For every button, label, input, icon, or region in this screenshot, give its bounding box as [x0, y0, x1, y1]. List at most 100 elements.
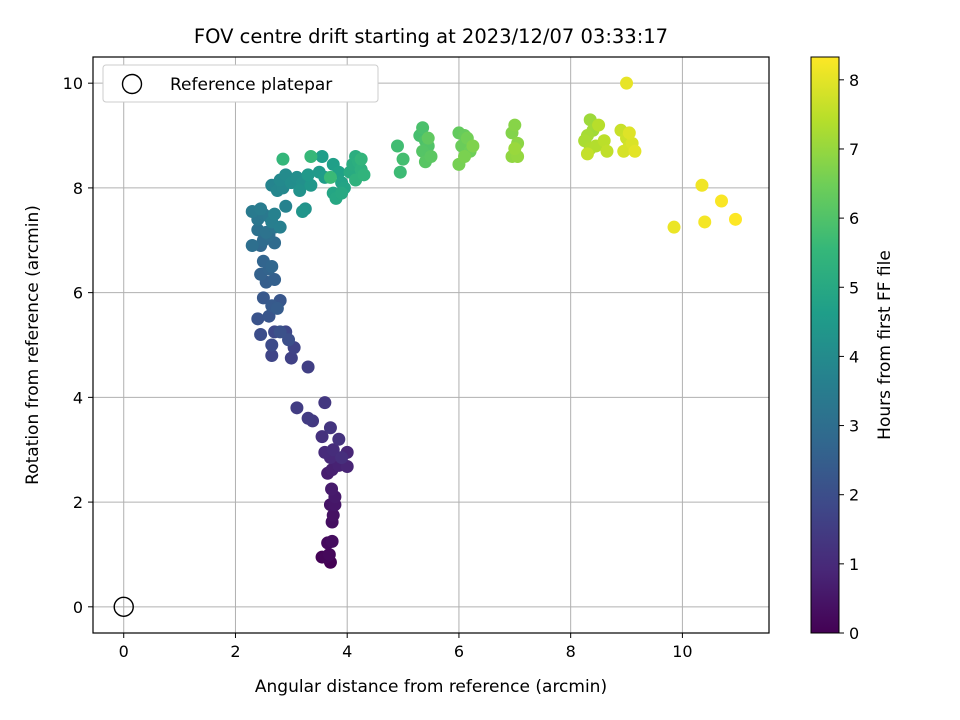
data-point — [284, 351, 298, 365]
data-point — [332, 432, 346, 446]
data-point — [617, 144, 631, 158]
colorbar-tick-label: 5 — [849, 278, 859, 297]
colorbar-ticks: 0 1 2 3 4 5 6 7 8 — [839, 71, 859, 643]
colorbar-tick-label: 3 — [849, 417, 859, 436]
y-tick-label: 0 — [73, 598, 83, 617]
data-point — [301, 411, 315, 425]
data-point — [323, 170, 337, 184]
legend-box — [102, 64, 379, 103]
data-point — [256, 291, 270, 305]
data-point — [276, 152, 290, 166]
x-tick-label: 2 — [230, 642, 240, 661]
data-point — [270, 301, 284, 315]
gridlines — [93, 57, 769, 633]
x-tick-label: 6 — [454, 642, 464, 661]
data-point — [315, 149, 329, 163]
data-point — [728, 212, 742, 226]
data-point — [354, 152, 368, 166]
data-point — [315, 430, 329, 444]
data-point — [335, 451, 349, 465]
data-point — [318, 396, 332, 410]
data-point — [326, 508, 340, 522]
data-point — [458, 149, 472, 163]
data-point — [265, 338, 279, 352]
data-point — [262, 309, 276, 323]
reference-point — [113, 596, 134, 618]
data-point — [293, 184, 307, 198]
data-point — [265, 259, 279, 273]
data-point — [393, 165, 407, 179]
colorbar-tick-label: 4 — [849, 347, 859, 366]
data-point — [597, 134, 611, 148]
data-point — [254, 328, 268, 342]
y-tick-label: 10 — [63, 74, 83, 93]
data-point — [416, 121, 430, 135]
data-point — [620, 76, 634, 90]
data-point — [600, 144, 614, 158]
plot-frame — [92, 56, 770, 634]
x-tick-label: 10 — [672, 642, 692, 661]
data-point — [322, 547, 336, 561]
x-tick-label: 0 — [119, 642, 129, 661]
data-point — [301, 360, 315, 374]
x-axis-ticks: 0 2 4 6 8 10 — [119, 633, 693, 661]
data-point — [296, 204, 310, 218]
data-point — [592, 118, 606, 132]
y-tick-label: 6 — [73, 284, 83, 303]
data-point — [580, 147, 594, 161]
data-point — [323, 421, 337, 435]
data-point — [325, 482, 339, 496]
data-point — [325, 534, 339, 548]
data-point — [273, 220, 287, 234]
data-point — [715, 194, 729, 208]
y-axis-label: Rotation from reference (arcmin) — [23, 205, 43, 485]
data-point — [396, 152, 410, 166]
y-tick-label: 8 — [73, 179, 83, 198]
data-point — [245, 239, 259, 253]
data-point — [301, 168, 315, 182]
data-point — [424, 149, 438, 163]
data-point — [268, 207, 282, 221]
data-point — [421, 131, 435, 145]
data-point — [326, 443, 340, 457]
data-point — [667, 220, 681, 234]
colorbar — [810, 56, 840, 634]
colorbar-tick-label: 6 — [849, 209, 859, 228]
colorbar-tick-label: 7 — [849, 140, 859, 159]
data-point — [508, 142, 522, 156]
data-point — [254, 202, 268, 216]
data-point — [335, 186, 349, 200]
data-point — [304, 149, 318, 163]
colorbar-tick-label: 0 — [849, 624, 859, 643]
chart-title: FOV centre drift starting at 2023/12/07 … — [194, 25, 668, 48]
data-point — [466, 139, 480, 153]
data-point — [622, 126, 636, 140]
colorbar-tick-label: 1 — [849, 555, 859, 574]
data-point — [390, 139, 404, 153]
data-points — [245, 76, 742, 569]
legend: Reference platepar — [102, 64, 379, 103]
y-tick-label: 2 — [73, 493, 83, 512]
data-point — [251, 312, 265, 326]
colorbar-tick-label: 8 — [849, 71, 859, 90]
data-point — [273, 325, 287, 339]
legend-marker-icon — [121, 73, 143, 95]
legend-label: Reference platepar — [170, 75, 332, 95]
data-point — [695, 178, 709, 192]
x-axis-label: Angular distance from reference (arcmin) — [255, 677, 607, 697]
data-point — [265, 348, 279, 362]
data-point — [508, 118, 522, 132]
data-point — [279, 199, 293, 213]
colorbar-tick-label: 2 — [849, 486, 859, 505]
data-point — [357, 168, 371, 182]
data-point — [628, 144, 642, 158]
x-tick-label: 4 — [342, 642, 352, 661]
data-point — [268, 273, 282, 287]
data-point — [282, 333, 296, 347]
reference-marker — [113, 596, 134, 618]
data-point — [698, 215, 712, 229]
y-tick-label: 4 — [73, 388, 83, 407]
y-axis-ticks: 0 2 4 6 8 10 — [63, 74, 93, 617]
colorbar-label: Hours from first FF file — [875, 250, 895, 440]
